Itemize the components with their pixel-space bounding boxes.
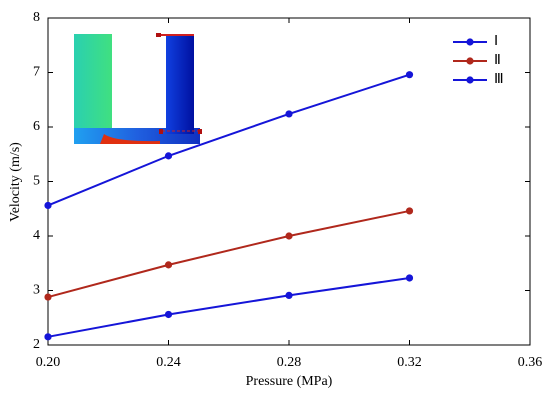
point: [405, 71, 414, 79]
x-tick-label: 0.28: [277, 355, 302, 370]
legend-label: Ⅲ: [494, 72, 504, 87]
point: [405, 207, 414, 215]
x-axis-label: Pressure (MPa): [246, 374, 333, 389]
x-tick-label: 0.20: [36, 355, 61, 370]
inset-image: [74, 33, 202, 144]
series-line: [47, 73, 410, 207]
y-tick-label: 6: [33, 119, 40, 134]
point: [164, 261, 173, 269]
legend-marker: [466, 76, 474, 84]
y-tick-label: 3: [33, 283, 40, 298]
point: [285, 232, 293, 240]
legend-marker: [466, 38, 474, 46]
point: [285, 291, 293, 300]
y-tick-label: 2: [33, 337, 40, 352]
point: [44, 201, 52, 210]
point: [164, 152, 173, 160]
y-tick-label: 8: [33, 10, 40, 25]
x-tick-label: 0.36: [518, 355, 543, 370]
point: [164, 310, 173, 319]
y-tick-label: 5: [33, 174, 40, 189]
x-tick-label: 0.32: [397, 355, 422, 370]
y-tick-label: 4: [33, 228, 40, 243]
point: [405, 274, 414, 282]
y-axis-label: Velocity (m/s): [8, 142, 23, 222]
series-line: [47, 276, 410, 338]
x-tick-label: 0.24: [156, 355, 181, 370]
point: [285, 110, 293, 118]
series-line: [47, 209, 410, 299]
y-tick-label: 7: [33, 65, 40, 80]
point: [44, 333, 52, 341]
legend-label: Ⅱ: [494, 53, 501, 68]
point: [44, 293, 52, 301]
legend-label: Ⅰ: [494, 34, 498, 49]
legend-marker: [466, 57, 474, 65]
